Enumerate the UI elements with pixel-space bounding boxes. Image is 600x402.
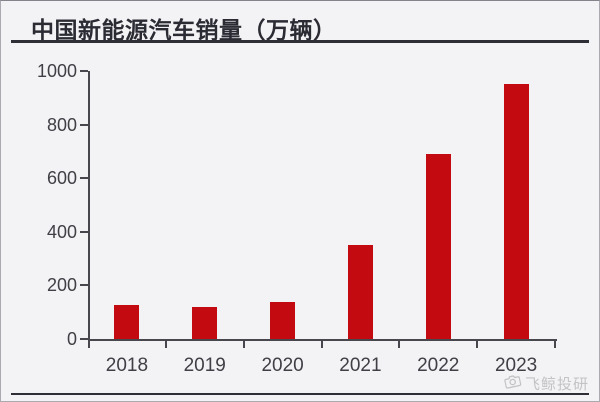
x-axis-tick-6 — [554, 341, 556, 348]
x-axis-label-2020: 2020 — [261, 355, 304, 376]
x-axis-line — [88, 339, 557, 341]
y-axis-label-1000: 1000 — [36, 61, 77, 81]
y-axis-label-400: 400 — [46, 221, 77, 242]
weibo-camera-icon — [503, 373, 523, 395]
x-axis-tick-5 — [476, 341, 479, 348]
title-underline — [11, 40, 589, 43]
y-axis-line — [88, 71, 90, 341]
y-axis-tick-600 — [80, 177, 88, 180]
y-axis-tick-0 — [80, 338, 88, 340]
bar-2022 — [425, 154, 451, 339]
x-axis-tick-2 — [242, 341, 245, 348]
bottom-divider — [11, 393, 589, 395]
y-axis-label-0: 0 — [66, 329, 77, 349]
watermark: 飞鲸投研 — [503, 373, 589, 395]
y-axis-tick-400 — [80, 230, 88, 233]
page-title: 中国新能源汽车销量（万辆） — [31, 17, 337, 43]
x-axis-tick-1 — [164, 341, 167, 348]
y-axis-label-200: 200 — [46, 275, 77, 296]
x-axis-label-2018: 2018 — [105, 355, 149, 376]
x-axis-tick-0 — [88, 341, 90, 348]
y-axis-label-800: 800 — [46, 114, 77, 135]
y-axis-label-600: 600 — [46, 168, 77, 189]
x-axis-label-2022: 2022 — [417, 355, 460, 376]
x-axis-label-2023: 2023 — [494, 355, 538, 376]
bar-2018 — [114, 305, 140, 339]
bar-2019 — [192, 307, 218, 339]
watermark-text: 飞鲸投研 — [524, 376, 589, 393]
y-axis-tick-200 — [80, 284, 88, 287]
x-axis-tick-4 — [398, 341, 401, 348]
bar-2021 — [347, 245, 373, 339]
y-axis-tick-800 — [80, 123, 88, 126]
bar-2020 — [270, 302, 296, 339]
x-axis-label-2019: 2019 — [183, 355, 226, 376]
y-axis-tick-1000 — [80, 70, 88, 72]
bar-2023 — [503, 84, 529, 339]
x-axis-tick-3 — [320, 341, 323, 348]
x-axis-label-2021: 2021 — [339, 355, 382, 376]
